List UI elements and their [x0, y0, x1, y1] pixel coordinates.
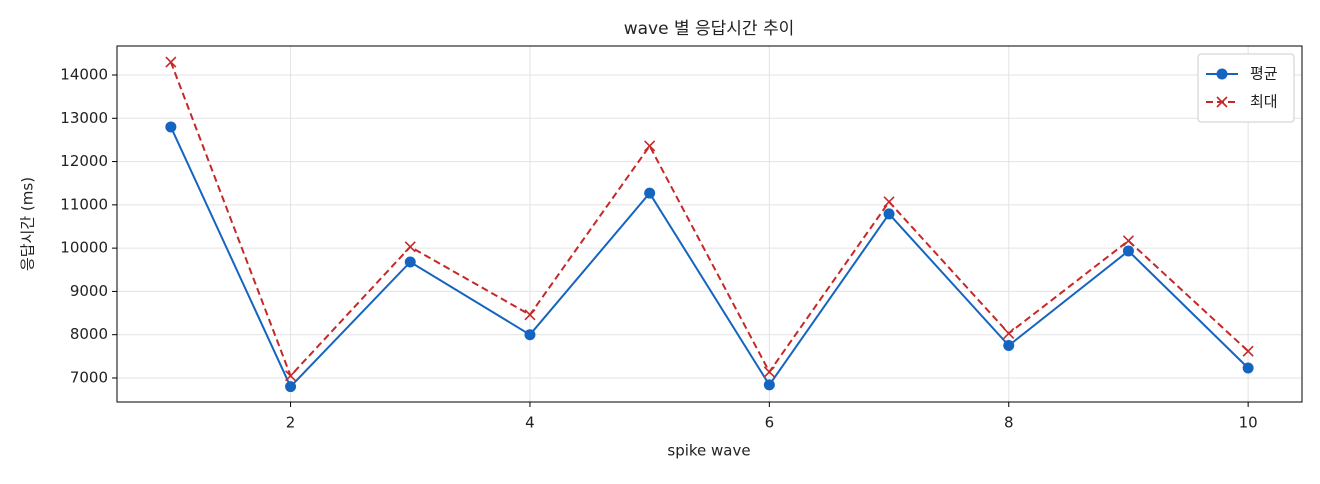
marker	[883, 196, 895, 208]
marker	[285, 381, 297, 393]
chart-title: wave 별 응답시간 추이	[624, 19, 795, 39]
x-tick-label: 2	[286, 414, 296, 432]
marker	[1122, 245, 1134, 257]
marker-shape	[1122, 235, 1135, 247]
marker	[1216, 96, 1228, 108]
y-tick-label: 7000	[70, 368, 108, 386]
marker	[165, 56, 177, 68]
x-tick-label: 10	[1239, 414, 1258, 432]
x-tick-label: 8	[1004, 414, 1014, 432]
marker	[1122, 235, 1135, 247]
marker	[1003, 340, 1015, 352]
marker-shape	[763, 366, 775, 378]
marker-shape	[883, 196, 895, 208]
marker	[644, 140, 656, 152]
marker-shape	[165, 56, 177, 68]
marker	[883, 208, 895, 220]
marker	[284, 370, 297, 382]
marker-shape	[1242, 345, 1254, 357]
series-line	[169, 61, 1249, 378]
y-tick-label: 11000	[60, 195, 108, 213]
plot-frame	[116, 45, 1303, 403]
marker-shape	[524, 309, 536, 321]
marker	[1242, 345, 1254, 357]
marker	[1003, 327, 1015, 339]
y-axis-label: 응답시간 (ms)	[19, 177, 37, 271]
marker	[1242, 362, 1254, 374]
marker	[763, 366, 775, 378]
y-tick-label: 10000	[60, 239, 108, 257]
y-tick-label: 13000	[60, 109, 108, 127]
marker	[404, 256, 416, 268]
x-tick-label: 6	[765, 414, 775, 432]
marker	[763, 379, 775, 391]
legend-box	[1197, 53, 1295, 123]
marker	[404, 241, 416, 253]
marker-shape	[1003, 327, 1015, 339]
y-tick-label: 8000	[70, 325, 108, 343]
legend-label: 최대	[1250, 93, 1278, 111]
y-tick-label: 12000	[60, 152, 108, 170]
x-axis-label: spike wave	[667, 442, 750, 460]
y-tick-label: 9000	[70, 282, 108, 300]
y-tick-label: 14000	[60, 65, 108, 83]
legend-label: 평균	[1250, 65, 1278, 83]
marker	[524, 309, 536, 321]
marker-shape	[284, 370, 297, 382]
marker	[165, 121, 177, 133]
marker	[644, 187, 656, 199]
marker	[1216, 68, 1228, 80]
series-line	[169, 126, 1249, 389]
marker-shape	[1216, 96, 1228, 108]
marker	[524, 329, 536, 341]
marker-shape	[404, 241, 416, 253]
marker-shape	[644, 140, 656, 152]
x-tick-label: 4	[525, 414, 535, 432]
